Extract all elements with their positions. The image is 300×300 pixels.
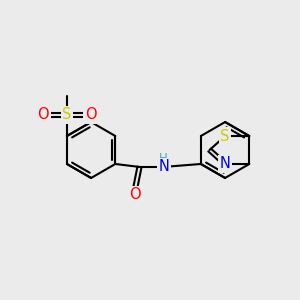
Text: H: H: [159, 152, 168, 165]
Text: O: O: [85, 107, 96, 122]
Text: S: S: [220, 128, 230, 143]
Text: N: N: [220, 157, 231, 172]
Text: O: O: [129, 188, 141, 202]
Text: N: N: [158, 159, 169, 174]
Text: O: O: [38, 107, 49, 122]
Text: S: S: [62, 107, 72, 122]
